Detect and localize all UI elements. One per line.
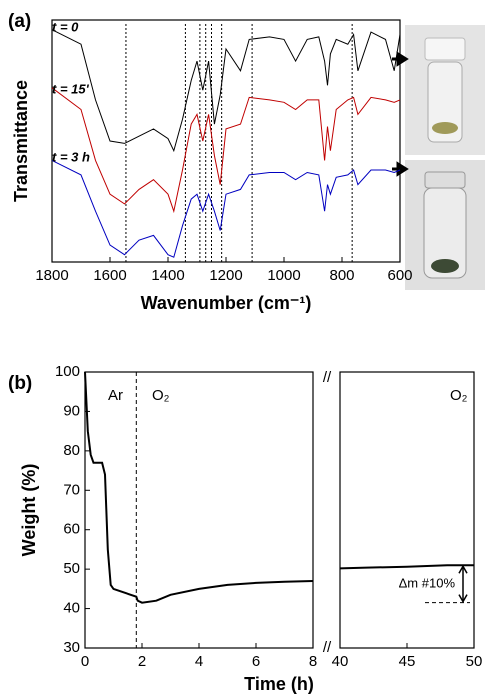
y-tick-label: 70 — [63, 481, 80, 498]
photo-top — [405, 25, 485, 155]
axis-break: // — [323, 369, 332, 386]
x-tick-label: 0 — [81, 653, 89, 670]
series-label: t = 3 h — [52, 149, 90, 164]
x-axis-label: Time (h) — [244, 674, 314, 694]
x-tick-label: 800 — [329, 267, 354, 284]
y-tick-label: 50 — [63, 560, 80, 577]
gas-label: O₂ — [450, 387, 468, 404]
gas-label: Ar — [108, 387, 123, 404]
x-tick-label: 8 — [309, 653, 317, 670]
x-tick-label: 40 — [332, 653, 349, 670]
x-tick-label: 4 — [195, 653, 203, 670]
y-axis-label: Weight (%) — [19, 464, 39, 557]
series-line — [51, 159, 401, 258]
series-line — [84, 371, 314, 604]
delta-m-label: Δm #10% — [399, 575, 456, 590]
y-tick-label: 80 — [63, 442, 80, 459]
x-tick-label: 1000 — [267, 267, 300, 284]
gas-label: O₂ — [152, 387, 170, 404]
series-line — [51, 87, 401, 214]
photo-bottom — [405, 160, 485, 290]
plot-frame — [339, 371, 475, 649]
x-tick-label: 1800 — [35, 267, 68, 284]
plot-frame — [84, 371, 314, 649]
panel-label: (b) — [8, 373, 32, 394]
arrow-head — [458, 564, 468, 604]
y-tick-label: 40 — [63, 600, 80, 617]
y-tick-label: 90 — [63, 402, 80, 419]
panel-label: (a) — [8, 11, 31, 32]
x-tick-label: 1200 — [209, 267, 242, 284]
x-tick-label: 600 — [387, 267, 412, 284]
y-axis-label: Transmittance — [11, 80, 31, 202]
x-tick-label: 2 — [138, 653, 146, 670]
y-tick-label: 30 — [63, 639, 80, 656]
x-tick-label: 6 — [252, 653, 260, 670]
y-tick-label: 100 — [55, 363, 80, 380]
series-line — [51, 29, 401, 153]
x-tick-label: 1400 — [151, 267, 184, 284]
x-tick-label: 1600 — [93, 267, 126, 284]
series-line — [339, 564, 474, 570]
series-label: t = 0 — [52, 19, 79, 34]
series-label: t = 15' — [52, 81, 90, 96]
arrow — [392, 51, 409, 177]
y-tick-label: 60 — [63, 521, 80, 538]
x-tick-label: 50 — [466, 653, 483, 670]
plot-frame — [51, 19, 401, 263]
axis-break: // — [323, 639, 332, 656]
x-axis-label: Wavenumber (cm⁻¹) — [141, 293, 312, 313]
x-tick-label: 45 — [399, 653, 416, 670]
